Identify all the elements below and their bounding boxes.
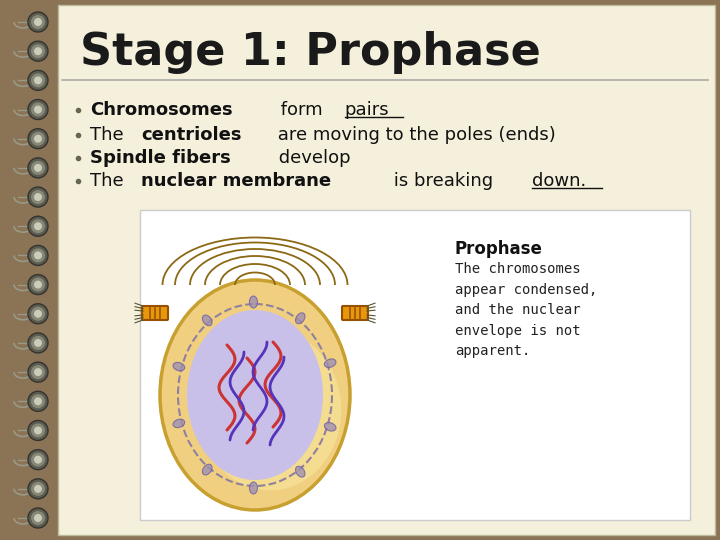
Circle shape xyxy=(31,482,45,496)
Circle shape xyxy=(28,216,48,236)
Text: is breaking: is breaking xyxy=(388,172,499,190)
Circle shape xyxy=(31,103,45,117)
Circle shape xyxy=(31,511,45,525)
Circle shape xyxy=(28,70,48,90)
Circle shape xyxy=(28,479,48,499)
Circle shape xyxy=(34,18,42,26)
Ellipse shape xyxy=(160,280,350,510)
Circle shape xyxy=(31,132,45,146)
Circle shape xyxy=(28,274,48,295)
Ellipse shape xyxy=(325,359,336,368)
Circle shape xyxy=(28,421,48,441)
Circle shape xyxy=(28,129,48,148)
FancyBboxPatch shape xyxy=(58,5,715,535)
Circle shape xyxy=(34,456,42,464)
Ellipse shape xyxy=(249,482,258,494)
Circle shape xyxy=(28,333,48,353)
Circle shape xyxy=(28,362,48,382)
Text: are moving to the poles (ends): are moving to the poles (ends) xyxy=(271,126,555,144)
Circle shape xyxy=(31,248,45,262)
Circle shape xyxy=(31,190,45,204)
Text: centrioles: centrioles xyxy=(141,126,242,144)
Circle shape xyxy=(28,12,48,32)
FancyBboxPatch shape xyxy=(142,306,168,320)
Text: Stage 1: Prophase: Stage 1: Prophase xyxy=(80,30,541,73)
Circle shape xyxy=(28,304,48,324)
FancyBboxPatch shape xyxy=(140,210,690,520)
Circle shape xyxy=(34,397,42,406)
Circle shape xyxy=(31,278,45,292)
Ellipse shape xyxy=(187,310,323,480)
Circle shape xyxy=(34,310,42,318)
Text: pairs: pairs xyxy=(345,101,390,119)
Circle shape xyxy=(34,76,42,84)
Ellipse shape xyxy=(202,464,212,475)
Circle shape xyxy=(28,187,48,207)
Circle shape xyxy=(31,15,45,29)
Circle shape xyxy=(34,47,42,55)
Circle shape xyxy=(34,514,42,522)
Text: Prophase: Prophase xyxy=(455,240,543,258)
Text: develop: develop xyxy=(273,149,351,167)
Circle shape xyxy=(34,164,42,172)
Circle shape xyxy=(34,485,42,493)
Circle shape xyxy=(34,252,42,259)
Circle shape xyxy=(31,44,45,58)
Circle shape xyxy=(28,450,48,470)
Circle shape xyxy=(34,193,42,201)
Ellipse shape xyxy=(173,419,184,428)
Circle shape xyxy=(34,339,42,347)
Text: The: The xyxy=(90,172,130,190)
Circle shape xyxy=(28,392,48,411)
Circle shape xyxy=(31,219,45,233)
Circle shape xyxy=(34,134,42,143)
Ellipse shape xyxy=(249,296,258,308)
Ellipse shape xyxy=(202,315,212,326)
Ellipse shape xyxy=(325,422,336,431)
Circle shape xyxy=(28,508,48,528)
Text: The: The xyxy=(90,126,130,144)
Circle shape xyxy=(28,158,48,178)
Circle shape xyxy=(28,41,48,61)
Circle shape xyxy=(34,427,42,435)
Circle shape xyxy=(31,73,45,87)
FancyBboxPatch shape xyxy=(342,306,368,320)
Circle shape xyxy=(31,307,45,321)
Circle shape xyxy=(34,281,42,288)
Circle shape xyxy=(31,365,45,379)
Text: form: form xyxy=(275,101,328,119)
Ellipse shape xyxy=(199,329,341,490)
Circle shape xyxy=(31,336,45,350)
Circle shape xyxy=(28,99,48,119)
Circle shape xyxy=(34,222,42,230)
Circle shape xyxy=(31,453,45,467)
Circle shape xyxy=(34,368,42,376)
Circle shape xyxy=(31,423,45,437)
Ellipse shape xyxy=(173,362,184,371)
Text: Spindle fibers: Spindle fibers xyxy=(90,149,230,167)
Ellipse shape xyxy=(295,313,305,324)
Text: nuclear membrane: nuclear membrane xyxy=(141,172,331,190)
Text: down.: down. xyxy=(532,172,586,190)
Circle shape xyxy=(31,161,45,175)
Circle shape xyxy=(31,394,45,408)
Text: Chromosomes: Chromosomes xyxy=(90,101,233,119)
Ellipse shape xyxy=(295,466,305,477)
Circle shape xyxy=(34,105,42,113)
Text: The chromosomes
appear condensed,
and the nuclear
envelope is not
apparent.: The chromosomes appear condensed, and th… xyxy=(455,262,598,359)
Circle shape xyxy=(28,245,48,266)
